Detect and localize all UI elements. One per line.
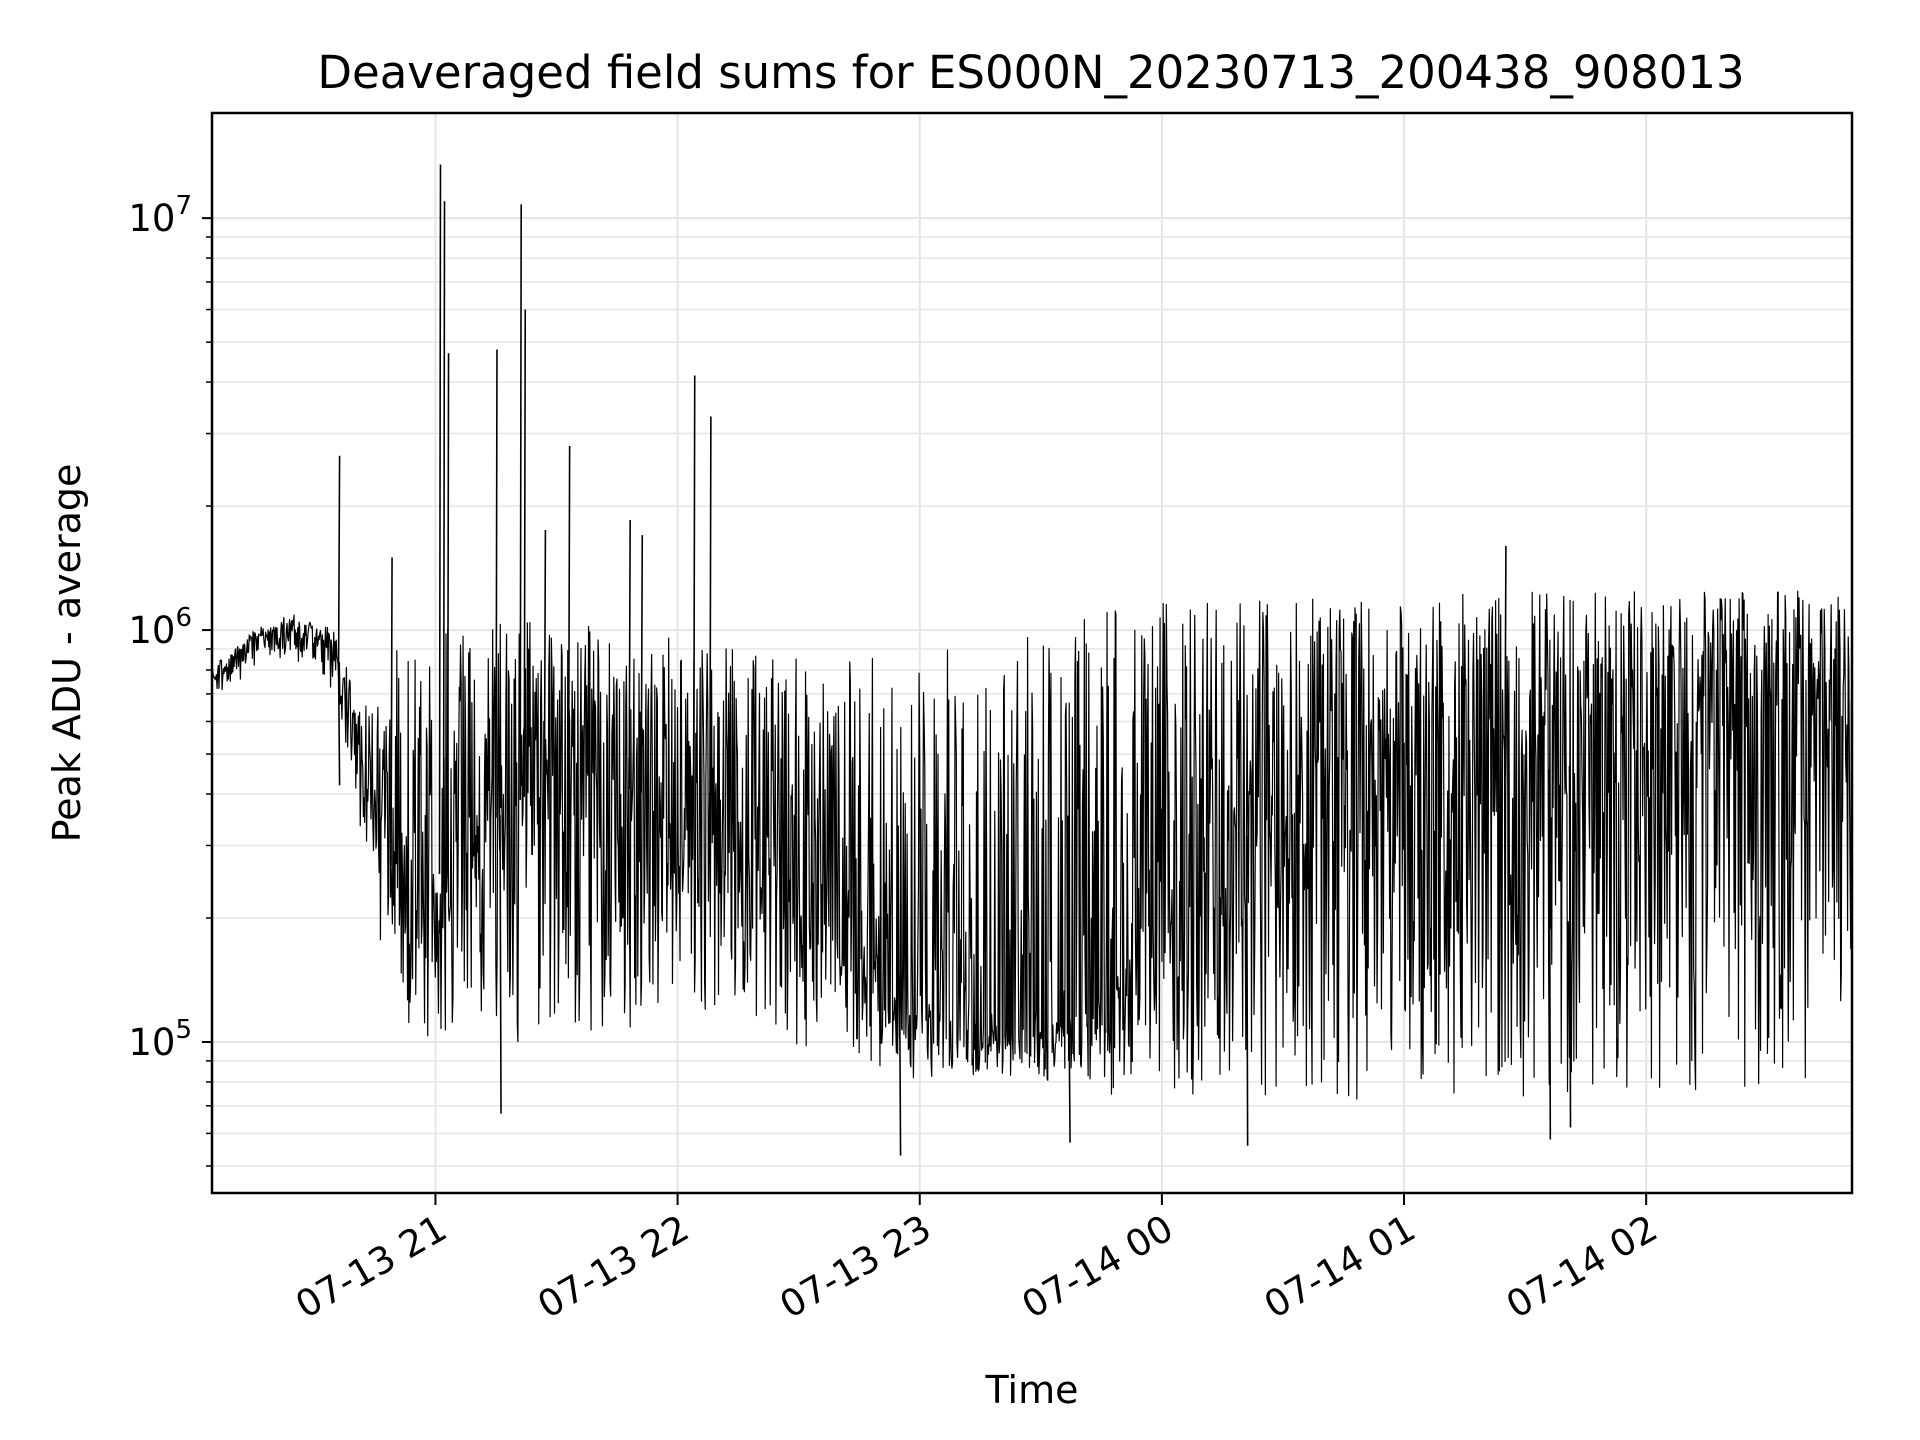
y-tick-exponent: 6 (175, 603, 192, 633)
spike-point (442, 201, 446, 871)
spike-point (709, 416, 712, 820)
spike-point (495, 349, 498, 818)
spike-point (567, 445, 571, 776)
y-tick-base: 10 (128, 197, 175, 240)
dip-point (337, 666, 341, 786)
spike-point (543, 529, 547, 782)
spike-point (390, 557, 393, 867)
spike-point (523, 309, 527, 797)
x-axis-label: Time (985, 1368, 1079, 1412)
y-axis-label: Peak ADU - average (45, 464, 89, 843)
y-tick-label: 107 (128, 191, 192, 240)
dip-point (1068, 1017, 1071, 1143)
y-tick-base: 10 (128, 609, 175, 652)
spike-point (640, 535, 644, 793)
spike-point (692, 375, 696, 812)
spike-point (519, 204, 522, 800)
y-tick-exponent: 7 (175, 191, 192, 221)
dip-point (1548, 769, 1552, 1140)
spike-point (1504, 545, 1507, 777)
y-tick-exponent: 5 (175, 1015, 192, 1045)
spike-point (337, 455, 341, 667)
dip-point (1245, 835, 1249, 1146)
dip-point (499, 814, 502, 1114)
plot-frame (210, 111, 1854, 1195)
spike-point (438, 164, 442, 875)
y-tick-label: 105 (128, 1015, 192, 1064)
spike-point (446, 353, 450, 867)
spike-point (628, 520, 631, 789)
series-line (211, 590, 1853, 1100)
chart-title: Deaveraged field sums for ES000N_2023071… (317, 46, 1744, 99)
dip-point (898, 975, 902, 1156)
y-tick-label: 106 (128, 603, 192, 652)
dip-point (1568, 766, 1572, 1128)
series-line-group (211, 164, 1853, 1156)
y-tick-base: 10 (128, 1021, 175, 1064)
